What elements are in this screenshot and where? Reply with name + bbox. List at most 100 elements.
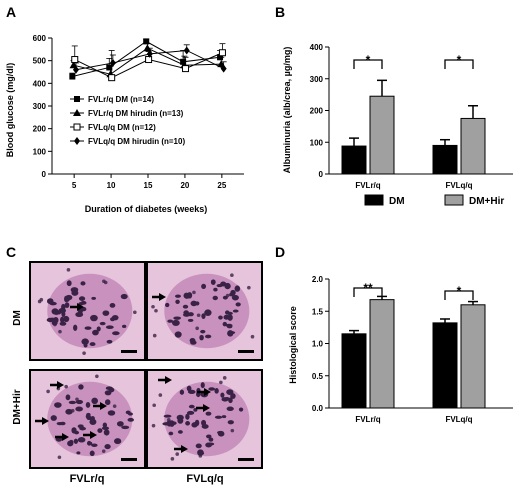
legend-swatch	[444, 194, 464, 206]
cell-nucleus	[204, 309, 212, 316]
cell-nucleus	[206, 434, 212, 439]
panel-a-data-point	[71, 56, 79, 64]
cell-nucleus	[195, 443, 202, 449]
cell-nucleus	[71, 290, 79, 296]
cell-nucleus	[235, 302, 241, 307]
cell-nucleus	[122, 324, 127, 329]
micrograph-fvlqq-dm-hir	[146, 369, 263, 469]
cell-nucleus	[151, 423, 156, 428]
cell-nucleus	[152, 403, 156, 408]
significance-marker: *	[366, 53, 371, 67]
cell-nucleus	[54, 402, 62, 408]
cell-nucleus	[171, 319, 180, 326]
panel-b-y-ticks: 0 100 200 300 400	[310, 43, 329, 179]
significance-marker: *	[457, 53, 462, 67]
panel-a-legend-marker	[74, 96, 80, 102]
cell-nucleus	[75, 406, 83, 412]
cell-nucleus	[175, 294, 181, 298]
cell-nucleus	[56, 421, 64, 426]
panel-a-x-tick-label: 5	[72, 181, 77, 190]
panel-b-y-axis-label: Albuminuria (alb/crea, µg/mg)	[282, 47, 292, 174]
panel-a-legend: FVLr/q DM (n=14) FVLr/q DM hirudin (n=13)…	[70, 95, 185, 146]
cell-nucleus	[37, 299, 42, 304]
cell-nucleus	[91, 397, 99, 404]
panel-a-data-point	[220, 64, 227, 73]
cell-nucleus	[221, 415, 227, 419]
cell-nucleus	[75, 397, 79, 402]
cell-nucleus	[226, 389, 234, 396]
cell-nucleus	[59, 321, 67, 326]
legend-swatch	[364, 194, 384, 206]
arrow-head	[100, 402, 107, 410]
cell-nucleus	[66, 268, 71, 272]
panel-a-y-tick-label: 100	[33, 147, 47, 156]
cell-nucleus	[201, 419, 207, 426]
panel-a-data-point	[72, 65, 79, 74]
cell-nucleus	[46, 389, 50, 394]
cell-nucleus	[73, 438, 79, 444]
panel-a-series	[69, 38, 227, 82]
significance-marker: **	[363, 281, 373, 295]
cell-nucleus	[78, 302, 84, 306]
cell-nucleus	[104, 444, 111, 450]
bar-dm-hir	[460, 117, 486, 175]
panel-a-data-point	[183, 46, 190, 55]
cell-nucleus	[185, 421, 191, 426]
panel-a-line-chart: Blood glucose (mg/dl) Duration of diabet…	[5, 34, 244, 214]
panel-a-data-point	[106, 64, 113, 71]
legend-label: DM	[389, 196, 405, 207]
cell-nucleus	[54, 311, 59, 316]
cell-nucleus	[57, 455, 62, 460]
cell-nucleus	[195, 326, 199, 331]
cell-nucleus	[79, 426, 86, 431]
panel-a-y-tick-label: 200	[33, 125, 47, 134]
panel-a-y-tick-label: 0	[42, 170, 47, 179]
micrograph-fvlqq-dm	[146, 261, 263, 361]
category-label: FVLr/q	[355, 181, 380, 190]
cell-nucleus	[188, 404, 195, 409]
cell-nucleus	[186, 410, 195, 415]
cell-nucleus	[58, 307, 66, 314]
bar-dm-hir	[369, 95, 395, 175]
cell-nucleus	[121, 425, 130, 430]
significance-bracket	[444, 290, 474, 300]
cell-nucleus	[166, 418, 171, 422]
cell-nucleus	[133, 310, 137, 315]
cell-nucleus	[112, 404, 117, 408]
panel-a-data-point	[69, 73, 76, 80]
cell-nucleus	[70, 408, 75, 413]
cell-nucleus	[91, 418, 95, 423]
cell-nucleus	[101, 426, 110, 431]
cell-nucleus	[64, 295, 69, 303]
bar-dm-hir	[460, 304, 486, 409]
cell-nucleus	[214, 388, 219, 394]
panel-a-data-point	[182, 65, 190, 73]
cell-nucleus	[219, 380, 223, 385]
cell-nucleus	[74, 430, 80, 435]
cell-nucleus	[208, 387, 216, 391]
cell-nucleus	[58, 329, 62, 334]
cell-nucleus	[231, 294, 239, 301]
panel-d-y-ticks: 0.0 0.5 1.0 1.5 2.0	[312, 275, 329, 413]
cell-nucleus	[174, 331, 182, 338]
cell-nucleus	[200, 329, 206, 334]
scale-bar	[238, 350, 254, 353]
y-tick-label: 200	[310, 107, 324, 116]
cell-nucleus	[114, 438, 122, 445]
category-label: FVLq/q	[445, 415, 472, 424]
cell-nucleus	[91, 443, 98, 447]
y-tick-label: 0	[319, 170, 324, 179]
cell-nucleus	[224, 282, 231, 290]
cell-nucleus	[201, 313, 206, 319]
cell-nucleus	[151, 304, 155, 309]
cell-nucleus	[101, 449, 106, 453]
cell-nucleus	[234, 285, 241, 292]
panel-label-c: C	[6, 244, 16, 260]
micrograph-row-label-dm-hir: DM+Hir	[12, 389, 23, 424]
cell-nucleus	[127, 417, 134, 422]
cell-nucleus	[158, 393, 163, 397]
panel-a-x-ticks: 5 10 15 20 25	[72, 174, 227, 190]
cell-nucleus	[77, 437, 86, 443]
panel-a-legend-label: FVLq/q DM hirudin (n=10)	[88, 137, 185, 146]
y-tick-label: 1.5	[312, 307, 324, 316]
